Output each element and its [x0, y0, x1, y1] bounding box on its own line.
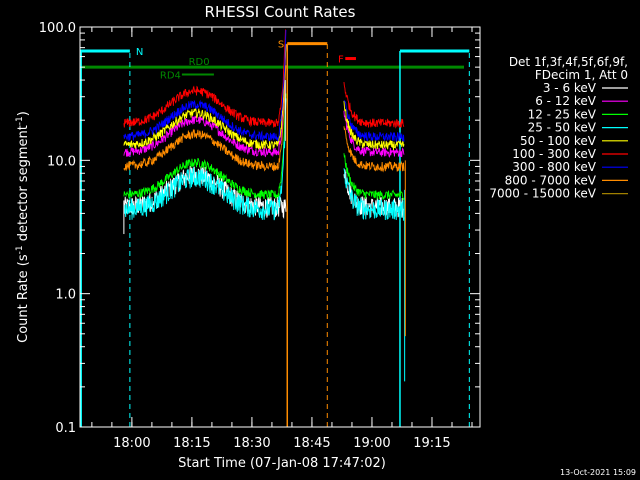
series-line [343, 153, 405, 201]
y-label-main: Count Rate (s [16, 254, 31, 343]
tick-layer: 0.1 1.0 10.0 100.0 18:00 18:15 18:30 18:45 19:00… [39, 21, 480, 451]
legend-label: 50 - 100 keV [520, 134, 597, 148]
y-axis-label: Count Rate (s-1 detector segment-1) [15, 111, 31, 343]
y-tick-label: 1.0 [55, 288, 76, 303]
legend-label: 25 - 50 keV [528, 121, 597, 135]
series-line [343, 100, 405, 143]
legend-header-2: FDecim 1, Att 0 [535, 68, 628, 82]
series-line [343, 168, 405, 221]
y-label-sup2: -1 [15, 116, 25, 125]
legend-label: 300 - 800 keV [512, 160, 596, 174]
legend-label: 800 - 7000 keV [505, 173, 597, 187]
series-line [343, 100, 405, 150]
series-line [343, 110, 405, 158]
series-line [123, 65, 287, 172]
series-line [123, 44, 287, 151]
x-tick-label: 18:30 [233, 436, 270, 451]
legend-label: 3 - 6 keV [543, 81, 597, 95]
x-tick-label: 19:00 [353, 436, 390, 451]
series-line [123, 29, 287, 143]
y-tick-label: 10.0 [47, 154, 76, 169]
series-line [123, 93, 287, 200]
x-tick-label: 19:15 [413, 436, 450, 451]
series-line [123, 44, 287, 158]
y-tick-label: 100.0 [39, 21, 76, 36]
series-line [123, 165, 287, 219]
axes [79, 26, 481, 428]
timestamp: 13-Oct-2021 15:09 [560, 468, 636, 477]
x-tick-label: 18:00 [113, 436, 150, 451]
x-tick-label: 18:45 [293, 436, 330, 451]
legend-label: 6 - 12 keV [535, 94, 597, 108]
plot-frame [79, 26, 481, 428]
flag-label-n: N [136, 47, 143, 58]
x-tick-label: 18:15 [173, 436, 210, 451]
flag-label-f: F [338, 55, 344, 66]
y-label-end: ) [16, 111, 31, 116]
flag-label-rd4: RD4 [160, 71, 181, 82]
chart-title: RHESSI Count Rates [205, 3, 356, 21]
series-line [123, 98, 287, 221]
flag-label-rd0: RD0 [189, 57, 210, 68]
legend-label: 7000 - 15000 keV [489, 187, 596, 201]
x-axis-label: Start Time (07-Jan-08 17:47:02) [178, 456, 386, 471]
series-line [343, 82, 405, 129]
legend-label: 100 - 300 keV [512, 147, 596, 161]
series-line [123, 29, 286, 128]
plot-area: N RD0 RD4 S F [80, 29, 470, 427]
y-label-mid: detector segment [16, 125, 31, 245]
legend-header-1: Det 1f,3f,4f,5f,6f,9f, [509, 55, 628, 69]
flag-label-s: S [278, 40, 284, 51]
y-label-sup1: -1 [15, 245, 25, 254]
legend-label: 12 - 25 keV [528, 107, 597, 121]
y-tick-label: 0.1 [55, 421, 76, 436]
series-line [343, 126, 405, 173]
